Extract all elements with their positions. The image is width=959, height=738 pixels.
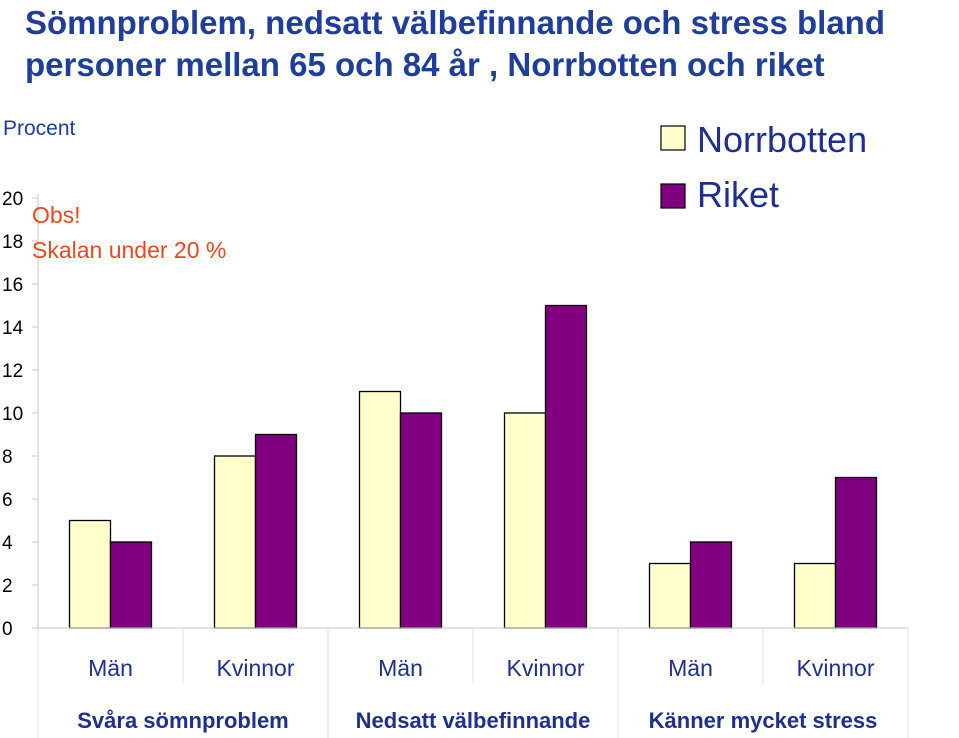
chart-title-line-2: personer mellan 65 och 84 år , Norrbotte… bbox=[25, 46, 825, 83]
y-tick-label: 10 bbox=[2, 404, 23, 425]
bar-norrbotten-0 bbox=[68, 519, 112, 629]
bar-norrbotten-4 bbox=[648, 562, 692, 629]
bar-riket-0 bbox=[109, 541, 153, 629]
bar-norrbotten-2 bbox=[358, 390, 402, 629]
legend: Norrbotten Riket bbox=[660, 119, 867, 215]
x-group-label: Nedsatt välbefinnande bbox=[356, 708, 591, 733]
x-category-label: Kvinnor bbox=[217, 655, 295, 681]
bar-norrbotten-1 bbox=[213, 455, 257, 629]
x-category-label: Män bbox=[378, 655, 423, 681]
y-tick-label: 16 bbox=[2, 275, 23, 296]
y-tick-label: 8 bbox=[2, 447, 13, 468]
x-group-label: Svåra sömnproblem bbox=[77, 708, 289, 733]
y-tick-label: 4 bbox=[2, 533, 13, 554]
legend-label-riket: Riket bbox=[697, 174, 779, 215]
bar-riket-5 bbox=[834, 476, 878, 629]
y-axis-label: Procent bbox=[3, 117, 76, 140]
bar-norrbotten-5 bbox=[793, 562, 837, 629]
y-tick-label: 0 bbox=[2, 619, 13, 640]
bar-riket-3 bbox=[544, 304, 588, 629]
y-tick-label: 18 bbox=[2, 232, 23, 253]
x-category-label: Kvinnor bbox=[797, 655, 875, 681]
x-category-label: Kvinnor bbox=[507, 655, 585, 681]
bar-riket-2 bbox=[399, 412, 443, 629]
x-group-label: Känner mycket stress bbox=[649, 708, 878, 733]
x-category-label: Män bbox=[668, 655, 713, 681]
bar-riket-1 bbox=[254, 433, 298, 629]
scale-note: Obs! Skalan under 20 % bbox=[32, 202, 226, 263]
chart-title-line-1: Sömnproblem, nedsatt välbefinnande och s… bbox=[25, 4, 885, 41]
y-tick-label: 14 bbox=[2, 318, 24, 339]
bars bbox=[68, 304, 878, 629]
chart-title: Sömnproblem, nedsatt välbefinnande och s… bbox=[25, 2, 955, 86]
axes: 0 2 4 6 8 10 12 14 16 18 20 Män Kvinnor Män Kvinnor Män… bbox=[2, 189, 909, 738]
bar-riket-4 bbox=[689, 541, 733, 629]
scale-note-line-1: Obs! bbox=[32, 202, 81, 228]
x-category-label: Män bbox=[88, 655, 133, 681]
legend-label-norrbotten: Norrbotten bbox=[697, 119, 867, 160]
legend-swatch-norrbotten bbox=[660, 125, 686, 151]
scale-note-line-2: Skalan under 20 % bbox=[32, 237, 226, 263]
y-tick-label: 12 bbox=[2, 361, 23, 382]
bar-norrbotten-3 bbox=[503, 412, 547, 629]
legend-swatch-riket bbox=[660, 183, 686, 209]
y-tick-label: 6 bbox=[2, 490, 13, 511]
y-tick-label: 20 bbox=[2, 189, 23, 210]
y-tick-label: 2 bbox=[2, 576, 13, 597]
